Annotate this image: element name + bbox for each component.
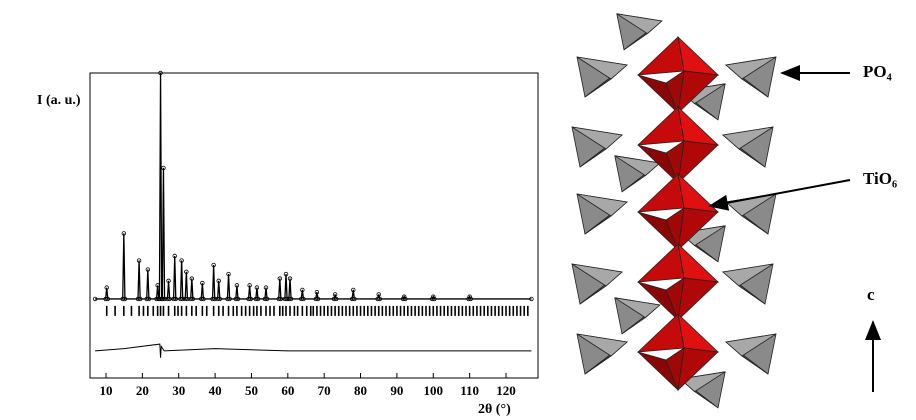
y-axis-label: I (a. u.) — [37, 93, 81, 108]
x-tick-label: 50 — [245, 383, 258, 398]
x-tick-label: 80 — [354, 383, 367, 398]
x-axis-label: 2θ (°) — [478, 402, 511, 417]
x-tick-label: 120 — [496, 383, 516, 398]
x-tick-label: 100 — [424, 383, 444, 398]
octahedron-face — [678, 141, 718, 183]
octahedron-face — [638, 314, 684, 352]
plot-frame — [90, 73, 538, 378]
calculated-line — [95, 73, 531, 299]
difference-line — [95, 344, 531, 358]
x-tick-label: 10 — [100, 383, 113, 398]
figure: I (a. u.) 2θ (°) PO₄ TiO₆ c 10 20 30 40 50 60… — [0, 0, 916, 420]
octahedron-face — [678, 278, 718, 320]
label-tio6: TiO₆ — [863, 169, 897, 188]
octahedron-face — [638, 244, 684, 282]
octahedron-face — [638, 107, 684, 145]
octahedron-face — [638, 174, 684, 212]
crystal-structure — [572, 14, 776, 408]
x-tick-label: 40 — [209, 383, 222, 398]
arrow — [710, 180, 850, 206]
octahedron-face — [638, 37, 684, 75]
x-tick-label: 110 — [460, 383, 479, 398]
x-tick-label: 70 — [318, 383, 331, 398]
label-po4: PO₄ — [863, 62, 892, 81]
x-tick-label: 30 — [172, 383, 185, 398]
x-tick-label: 60 — [281, 383, 294, 398]
x-tick-label: 90 — [390, 383, 403, 398]
label-c-axis: c — [867, 285, 875, 304]
x-tick-label: 20 — [136, 383, 149, 398]
